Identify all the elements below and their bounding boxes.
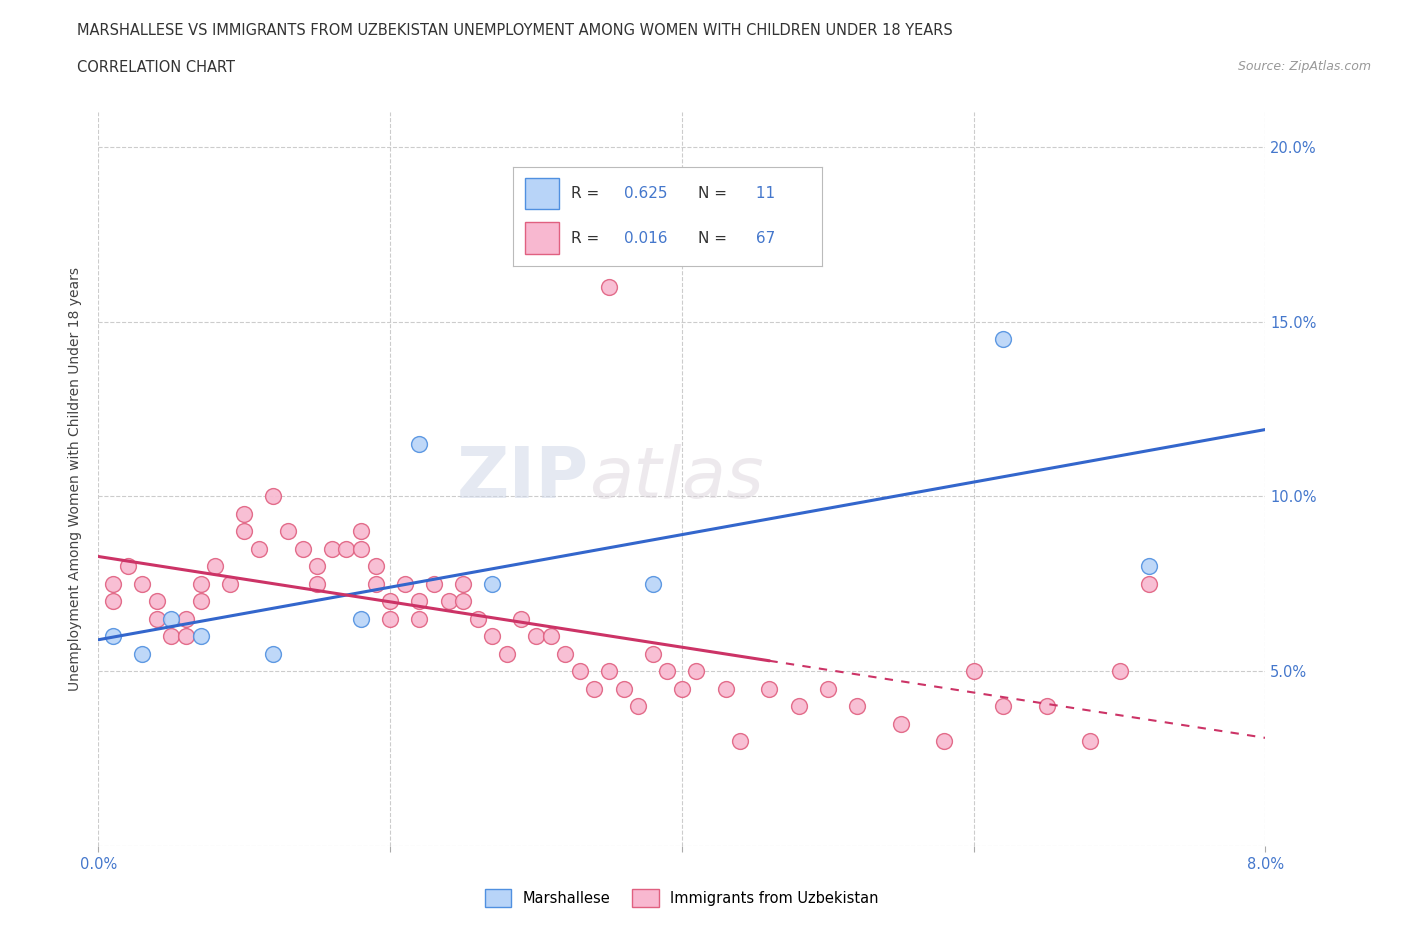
Point xyxy=(554,646,576,661)
Point xyxy=(758,682,780,697)
Text: MARSHALLESE VS IMMIGRANTS FROM UZBEKISTAN UNEMPLOYMENT AMONG WOMEN WITH CHILDREN: MARSHALLESE VS IMMIGRANTS FROM UZBEKISTA… xyxy=(77,23,953,38)
Point xyxy=(350,541,373,556)
Point xyxy=(262,646,284,661)
Point xyxy=(204,559,226,574)
Text: CORRELATION CHART: CORRELATION CHART xyxy=(77,60,235,75)
Point xyxy=(991,699,1014,714)
Point xyxy=(146,594,169,609)
Text: ZIP: ZIP xyxy=(457,445,589,513)
Point xyxy=(728,734,751,749)
Point xyxy=(510,611,533,626)
Text: 0.016: 0.016 xyxy=(624,231,668,246)
Point xyxy=(233,524,256,538)
Point xyxy=(101,629,124,644)
Point xyxy=(1137,559,1160,574)
Point xyxy=(540,629,562,644)
Text: R =: R = xyxy=(571,186,605,201)
Point xyxy=(190,577,212,591)
Bar xyxy=(524,222,560,254)
Point xyxy=(467,611,489,626)
Point xyxy=(190,594,212,609)
Point xyxy=(934,734,956,749)
Point xyxy=(321,541,343,556)
Point xyxy=(408,611,430,626)
Point xyxy=(657,664,679,679)
Point xyxy=(641,577,664,591)
Point xyxy=(350,611,373,626)
Point xyxy=(598,664,620,679)
Point xyxy=(685,664,707,679)
Point xyxy=(174,611,197,626)
Point xyxy=(378,611,402,626)
Text: R =: R = xyxy=(571,231,605,246)
Point xyxy=(364,559,387,574)
Point xyxy=(394,577,416,591)
Point xyxy=(627,699,650,714)
Point xyxy=(101,577,124,591)
Point xyxy=(481,629,503,644)
Point xyxy=(131,646,153,661)
Point xyxy=(307,577,329,591)
Y-axis label: Unemployment Among Women with Children Under 18 years: Unemployment Among Women with Children U… xyxy=(69,267,83,691)
Text: 11: 11 xyxy=(751,186,775,201)
Point xyxy=(160,629,183,644)
Point xyxy=(160,611,183,626)
Point xyxy=(131,577,153,591)
Legend: Marshallese, Immigrants from Uzbekistan: Marshallese, Immigrants from Uzbekistan xyxy=(479,883,884,912)
Point xyxy=(307,559,329,574)
Point xyxy=(408,436,430,451)
Point xyxy=(496,646,519,661)
Point xyxy=(291,541,314,556)
Point xyxy=(1137,577,1160,591)
Point xyxy=(991,332,1014,347)
Point xyxy=(146,611,169,626)
Point xyxy=(641,646,664,661)
Point xyxy=(598,279,620,294)
Point xyxy=(962,664,984,679)
Point xyxy=(218,577,240,591)
Point xyxy=(451,577,474,591)
Point xyxy=(583,682,606,697)
Point xyxy=(423,577,446,591)
Point xyxy=(190,629,212,644)
Point xyxy=(350,524,373,538)
Point xyxy=(408,594,430,609)
Bar xyxy=(524,178,560,209)
Point xyxy=(817,682,839,697)
Text: N =: N = xyxy=(699,231,733,246)
Point xyxy=(1080,734,1102,749)
Point xyxy=(714,682,737,697)
Text: 0.625: 0.625 xyxy=(624,186,668,201)
Point xyxy=(1035,699,1057,714)
Point xyxy=(612,682,634,697)
Text: 67: 67 xyxy=(751,231,775,246)
Text: N =: N = xyxy=(699,186,733,201)
Point xyxy=(671,682,693,697)
Point xyxy=(247,541,270,556)
Point xyxy=(233,507,256,522)
Point xyxy=(1108,664,1130,679)
Point xyxy=(787,699,810,714)
Point xyxy=(524,629,547,644)
Point xyxy=(451,594,474,609)
Point xyxy=(378,594,402,609)
Point xyxy=(277,524,299,538)
Point xyxy=(481,577,503,591)
Point xyxy=(174,629,197,644)
Point xyxy=(437,594,460,609)
Point xyxy=(890,716,912,731)
Point xyxy=(364,577,387,591)
Point xyxy=(117,559,139,574)
Point xyxy=(335,541,357,556)
Point xyxy=(568,664,591,679)
Text: Source: ZipAtlas.com: Source: ZipAtlas.com xyxy=(1237,60,1371,73)
Text: atlas: atlas xyxy=(589,445,763,513)
Point xyxy=(846,699,869,714)
Point xyxy=(101,594,124,609)
Point xyxy=(262,489,284,504)
